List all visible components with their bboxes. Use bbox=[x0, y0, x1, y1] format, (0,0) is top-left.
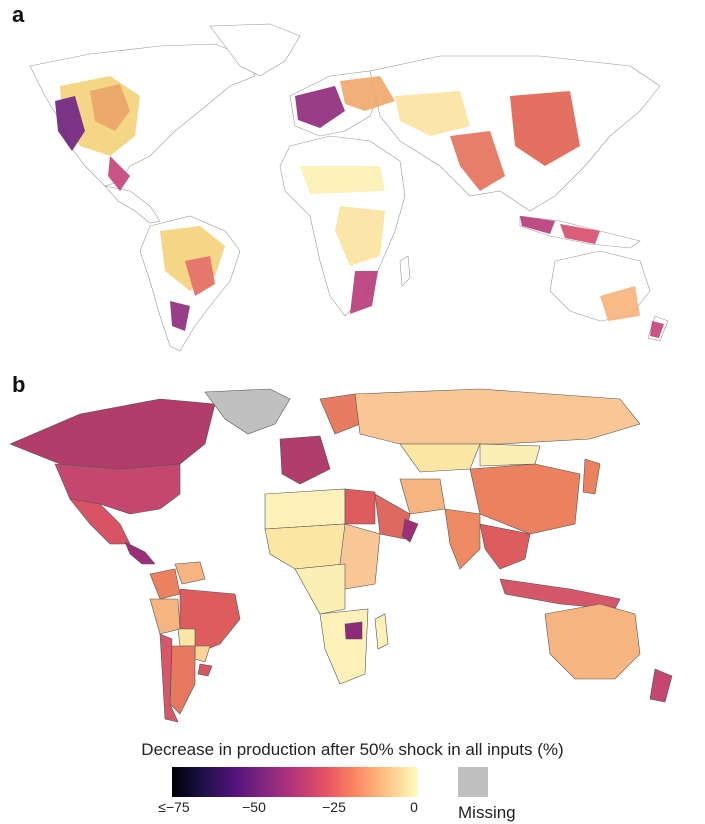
country-production-map bbox=[9, 388, 673, 723]
region-iran bbox=[399, 478, 446, 515]
region-bolivia bbox=[177, 628, 196, 647]
region-madagascar bbox=[374, 613, 389, 650]
region-canada bbox=[9, 398, 216, 470]
region-peru bbox=[149, 598, 181, 635]
region-colombia bbox=[149, 568, 181, 600]
region-egypt bbox=[344, 488, 376, 525]
region-chile bbox=[159, 633, 179, 723]
colorbar-tick-zero: 0 bbox=[410, 799, 418, 815]
region-west-africa bbox=[264, 523, 346, 570]
region-western-europe bbox=[279, 435, 331, 485]
region-central-america bbox=[124, 541, 156, 565]
region-southeast-asia bbox=[479, 523, 531, 570]
region-arabian-peninsula bbox=[374, 493, 411, 540]
region-mongolia bbox=[479, 443, 541, 467]
region-north-africa bbox=[264, 488, 346, 530]
region-central-africa bbox=[294, 563, 346, 615]
region-uruguay bbox=[197, 663, 213, 677]
region-zimbabwe bbox=[344, 621, 363, 640]
missing-label: Missing bbox=[458, 803, 516, 822]
region-new-zealand bbox=[649, 668, 673, 703]
region-argentina bbox=[169, 645, 196, 715]
region-scandinavia bbox=[319, 393, 361, 435]
region-india bbox=[444, 508, 481, 570]
panel-a-label: a bbox=[12, 2, 25, 27]
colorbar-tick-minus50: −50 bbox=[242, 799, 266, 815]
region-oman bbox=[401, 518, 419, 543]
region-mexico bbox=[69, 498, 131, 545]
region-russia bbox=[354, 388, 641, 445]
region-venezuela bbox=[174, 561, 206, 585]
gridded-production-map bbox=[29, 23, 669, 352]
region-greenland bbox=[204, 388, 291, 435]
region-paraguay bbox=[194, 645, 211, 663]
region-china bbox=[469, 463, 581, 535]
colorbar-tick-min: ≤−75 bbox=[158, 799, 190, 815]
region-japan bbox=[582, 458, 601, 495]
region-east-africa bbox=[339, 523, 381, 590]
colorbar-tick-minus25: −25 bbox=[322, 799, 346, 815]
region-australia bbox=[544, 603, 641, 680]
panel-b-label: b bbox=[12, 372, 26, 397]
region-southern-africa bbox=[319, 608, 369, 685]
region-usa bbox=[54, 463, 181, 515]
legend-title: Decrease in production after 50% shock i… bbox=[141, 740, 564, 759]
colorbar bbox=[172, 767, 418, 797]
region-kazakhstan bbox=[399, 443, 481, 473]
missing-swatch bbox=[458, 767, 488, 797]
